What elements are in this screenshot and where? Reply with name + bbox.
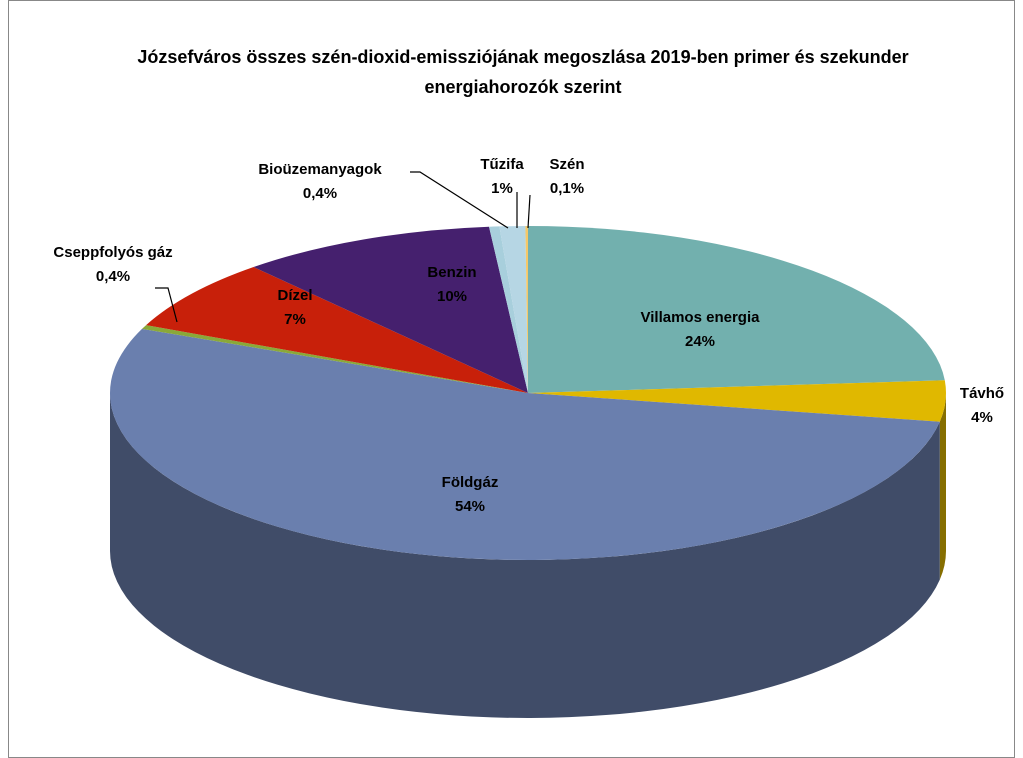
slice-value-label: 7%	[284, 311, 306, 328]
slice-value-label: 54%	[455, 498, 485, 515]
pie-slice	[528, 380, 946, 422]
leader-line	[410, 171, 509, 229]
slice-label: Cseppfolyós gáz	[53, 244, 172, 261]
pie-tops	[110, 226, 946, 560]
slice-label: Távhő	[960, 385, 1004, 402]
pie-slice	[253, 226, 528, 393]
slice-label: Szén	[549, 156, 584, 173]
pie-slice	[489, 226, 528, 393]
slice-value-label: 4%	[971, 409, 993, 426]
slice-side	[109, 393, 940, 718]
pie-slice	[146, 267, 528, 393]
leader-line	[155, 287, 178, 323]
pie-slice	[528, 226, 945, 393]
labels: Villamos energia 24% Távhő 4% Földgáz 54% Csep…	[53, 156, 1004, 515]
slice-value-label: 0,4%	[303, 185, 337, 202]
slice-value-label: 24%	[685, 333, 715, 350]
slice-label: Villamos energia	[641, 309, 761, 326]
pie-slice	[110, 328, 940, 560]
pie-slice	[525, 226, 528, 393]
leader-line	[527, 194, 531, 229]
slice-label: Tűzifa	[480, 156, 524, 173]
slice-label: Bioüzemanyagok	[258, 161, 382, 178]
slice-label: Dízel	[277, 287, 312, 304]
slice-label: Földgáz	[442, 474, 499, 491]
slice-value-label: 0,1%	[550, 180, 584, 197]
pie-slice	[499, 226, 528, 393]
slice-side	[939, 393, 946, 580]
chart-title: Józsefváros összes szén-dioxid-emissziój…	[137, 47, 909, 97]
pie-sides	[109, 393, 946, 718]
pie-slice	[142, 325, 529, 393]
slice-value-label: 0,4%	[96, 268, 130, 285]
slice-value-label: 10%	[437, 288, 467, 305]
slice-label: Benzin	[427, 264, 476, 281]
slice-value-label: 1%	[491, 180, 513, 197]
